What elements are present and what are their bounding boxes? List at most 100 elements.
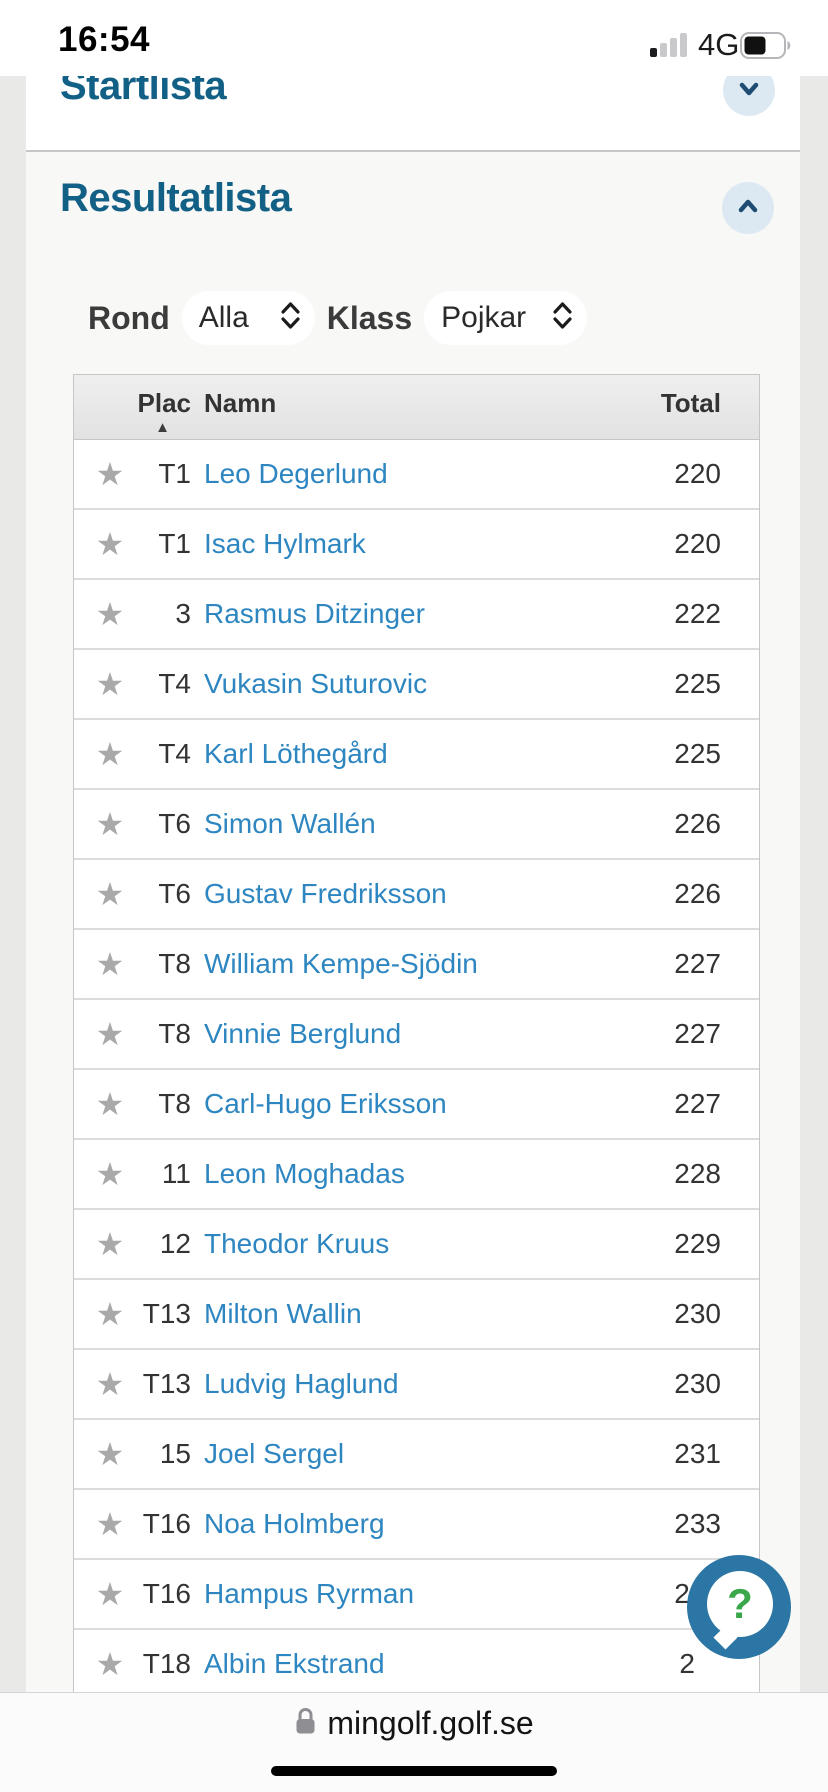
table-header-row: Plac ▲ Namn Total xyxy=(74,375,759,440)
total-cell: 2 xyxy=(679,1648,695,1679)
total-cell: 226 xyxy=(674,878,721,909)
address-bar[interactable]: mingolf.golf.se xyxy=(0,1705,828,1742)
star-icon[interactable]: ★ xyxy=(95,595,125,633)
place-cell: 3 xyxy=(175,598,191,629)
place-cell: T8 xyxy=(158,1018,191,1049)
place-cell: T4 xyxy=(158,738,191,769)
plac-column-header[interactable]: Plac ▲ xyxy=(137,388,192,436)
player-link[interactable]: Joel Sergel xyxy=(204,1438,345,1469)
star-icon[interactable]: ★ xyxy=(95,1085,125,1123)
star-icon[interactable]: ★ xyxy=(95,945,125,983)
home-indicator[interactable] xyxy=(271,1766,557,1776)
table-row: ★ T8 Carl-Hugo Eriksson 227 xyxy=(74,1068,759,1138)
table-row: ★ T13 Milton Wallin 230 xyxy=(74,1278,759,1348)
total-cell: 229 xyxy=(674,1228,721,1259)
star-icon[interactable]: ★ xyxy=(95,1435,125,1473)
total-cell: 230 xyxy=(674,1298,721,1329)
star-icon[interactable]: ★ xyxy=(95,525,125,563)
player-link[interactable]: Isac Hylmark xyxy=(204,528,366,559)
klass-label: Klass xyxy=(326,299,413,336)
total-cell: 225 xyxy=(674,738,721,769)
star-icon[interactable]: ★ xyxy=(95,1295,125,1333)
total-cell: 220 xyxy=(674,458,721,489)
url-text: mingolf.golf.se xyxy=(327,1705,534,1741)
player-link[interactable]: Noa Holmberg xyxy=(204,1508,385,1539)
place-cell: T8 xyxy=(158,1088,191,1119)
table-row: ★ 11 Leon Moghadas 228 xyxy=(74,1138,759,1208)
player-link[interactable]: Vinnie Berglund xyxy=(204,1018,402,1049)
resultatlista-collapse-button[interactable] xyxy=(722,182,774,234)
player-link[interactable]: Ludvig Haglund xyxy=(204,1368,399,1399)
total-cell: 227 xyxy=(674,948,721,979)
table-row: ★ T4 Karl Löthegård 225 xyxy=(74,718,759,788)
network-type-label: 4G xyxy=(698,27,740,62)
sort-asc-icon: ▲ xyxy=(155,419,170,436)
star-icon[interactable]: ★ xyxy=(95,1015,125,1053)
star-icon[interactable]: ★ xyxy=(95,1645,125,1683)
browser-bottom-bar: mingolf.golf.se xyxy=(0,1692,828,1792)
player-link[interactable]: Hampus Ryrman xyxy=(204,1578,415,1609)
table-row: ★ T6 Simon Wallén 226 xyxy=(74,788,759,858)
total-column-header[interactable]: Total xyxy=(660,388,721,418)
star-icon[interactable]: ★ xyxy=(95,1225,125,1263)
chevron-down-icon xyxy=(734,76,764,108)
player-link[interactable]: Carl-Hugo Eriksson xyxy=(204,1088,447,1119)
star-icon[interactable]: ★ xyxy=(95,735,125,773)
results-table: Plac ▲ Namn Total ★ T1 Leo Degerlund 220… xyxy=(73,374,760,1692)
startlista-heading[interactable]: Startlista xyxy=(60,76,227,108)
table-row: ★ 3 Rasmus Ditzinger 222 xyxy=(74,578,759,648)
player-link[interactable]: Milton Wallin xyxy=(204,1298,362,1329)
star-icon[interactable]: ★ xyxy=(95,1505,125,1543)
status-bar: 16:54 4G xyxy=(0,0,828,76)
player-link[interactable]: Theodor Kruus xyxy=(204,1228,390,1259)
namn-column-header[interactable]: Namn xyxy=(204,388,277,418)
startlista-expand-button[interactable] xyxy=(723,76,775,116)
place-cell: 15 xyxy=(159,1438,191,1469)
chevron-up-icon xyxy=(733,191,763,226)
place-cell: T6 xyxy=(158,878,191,909)
total-cell: 225 xyxy=(674,668,721,699)
player-link[interactable]: William Kempe-Sjödin xyxy=(204,948,478,979)
place-cell: 12 xyxy=(159,1228,191,1259)
player-link[interactable]: Leo Degerlund xyxy=(204,458,388,489)
star-icon[interactable]: ★ xyxy=(95,875,125,913)
table-row: ★ T8 Vinnie Berglund 227 xyxy=(74,998,759,1068)
filter-row: Rond Alla Klass Pojkar xyxy=(88,290,588,346)
star-icon[interactable]: ★ xyxy=(95,1575,125,1613)
player-link[interactable]: Rasmus Ditzinger xyxy=(204,598,425,629)
place-cell: T18 xyxy=(142,1648,191,1679)
player-link[interactable]: Vukasin Suturovic xyxy=(204,668,428,699)
help-button[interactable]: ? xyxy=(687,1555,791,1659)
table-row: ★ T4 Vukasin Suturovic 225 xyxy=(74,648,759,718)
total-cell: 231 xyxy=(674,1438,721,1469)
place-cell: T16 xyxy=(142,1578,191,1609)
player-link[interactable]: Karl Löthegård xyxy=(204,738,388,769)
total-cell: 226 xyxy=(674,808,721,839)
table-body: ★ T1 Leo Degerlund 220 ★ T1 Isac Hylmark… xyxy=(74,440,759,1692)
player-link[interactable]: Albin Ekstrand xyxy=(204,1648,385,1679)
resultatlista-heading[interactable]: Resultatlista xyxy=(60,176,292,220)
player-link[interactable]: Simon Wallén xyxy=(204,808,376,839)
star-icon[interactable]: ★ xyxy=(95,1155,125,1193)
star-icon[interactable]: ★ xyxy=(95,665,125,703)
place-cell: T8 xyxy=(158,948,191,979)
total-cell: 233 xyxy=(674,1508,721,1539)
rond-select[interactable]: Alla xyxy=(181,291,315,345)
table-row: ★ 15 Joel Sergel 231 xyxy=(74,1418,759,1488)
clock: 16:54 xyxy=(58,20,151,59)
rond-label: Rond xyxy=(88,299,170,336)
star-icon[interactable]: ★ xyxy=(95,1365,125,1403)
player-link[interactable]: Leon Moghadas xyxy=(204,1158,405,1189)
star-icon[interactable]: ★ xyxy=(95,805,125,843)
place-cell: T4 xyxy=(158,668,191,699)
table-row: ★ T8 William Kempe-Sjödin 227 xyxy=(74,928,759,998)
table-row: ★ T16 Noa Holmberg 233 xyxy=(74,1488,759,1558)
star-icon[interactable]: ★ xyxy=(95,455,125,493)
total-cell: 228 xyxy=(674,1158,721,1189)
player-link[interactable]: Gustav Fredriksson xyxy=(204,878,447,909)
klass-select[interactable]: Pojkar xyxy=(424,291,588,345)
question-mark-icon: ? xyxy=(727,1580,753,1627)
section-startlista: Startlista xyxy=(26,76,800,152)
signal-strength-icon xyxy=(650,32,690,62)
